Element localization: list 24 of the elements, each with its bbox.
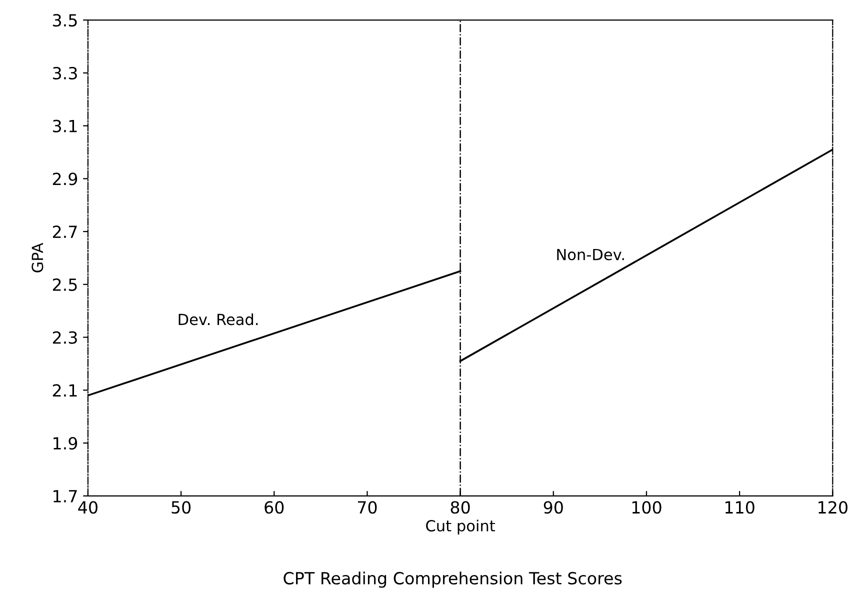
y-tick-label: 3.3 bbox=[53, 66, 77, 80]
x-tick-label: 60 bbox=[264, 501, 284, 514]
y-tick-label: 2.7 bbox=[52, 226, 77, 238]
x-tick-label: 80 bbox=[450, 501, 470, 514]
y-tick-label: 3.5 bbox=[53, 14, 77, 27]
y-tick-label: 2.5 bbox=[52, 278, 77, 291]
y-axis-title: GPA bbox=[32, 242, 44, 272]
series-label: Non-Dev. bbox=[557, 248, 624, 260]
y-tick-label: 1.7 bbox=[54, 490, 77, 502]
y-tick-label: 2.3 bbox=[52, 331, 77, 344]
y-tick-label: 3.1 bbox=[53, 120, 77, 132]
x-tick-label: 110 bbox=[725, 501, 754, 514]
x-tick-label: 40 bbox=[78, 501, 98, 514]
x-axis-title: Cut point bbox=[426, 520, 496, 534]
y-tick-label: 2.1 bbox=[52, 384, 77, 396]
x-tick-label: 100 bbox=[632, 501, 662, 514]
series-label: Dev. Read. bbox=[178, 313, 258, 326]
x-tick-label: 120 bbox=[818, 501, 848, 514]
x-tick-label: 50 bbox=[172, 501, 191, 514]
x-tick-label: 90 bbox=[544, 501, 563, 514]
x-tick-label: 70 bbox=[358, 501, 377, 514]
y-tick-label: 1.9 bbox=[54, 437, 78, 450]
text: CPT Reading Comprehension Test Scores bbox=[284, 572, 622, 588]
y-tick-label: 2.9 bbox=[52, 172, 78, 186]
